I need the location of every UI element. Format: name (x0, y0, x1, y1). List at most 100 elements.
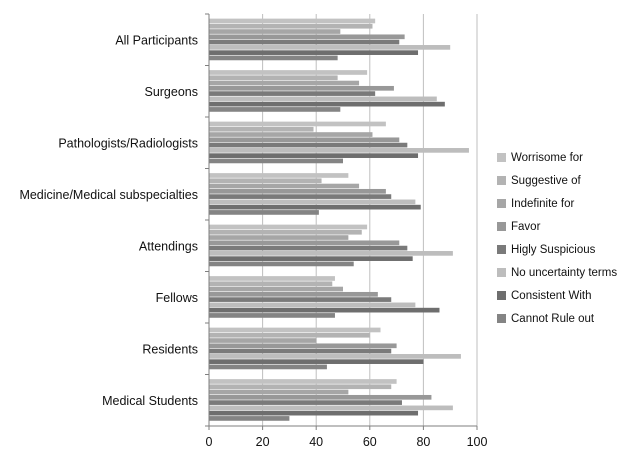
bar (209, 348, 392, 354)
legend-item: No uncertainty terms (497, 261, 617, 284)
bar (209, 297, 392, 302)
bar (209, 240, 400, 246)
bar (209, 210, 319, 215)
bar (209, 126, 314, 132)
x-tick-label: 100 (467, 435, 488, 449)
bar (209, 173, 349, 178)
x-tick-label: 80 (416, 435, 430, 449)
bar (209, 137, 400, 143)
bar (209, 400, 402, 405)
category-label: Medicine/Medical subspecialties (19, 188, 198, 202)
bar (209, 416, 290, 421)
bar (209, 153, 419, 158)
bar (209, 70, 368, 75)
bar (209, 354, 461, 359)
legend-item: Consistent With (497, 284, 617, 307)
bar (209, 183, 360, 189)
bar (209, 204, 421, 210)
legend-item: Suggestive of (497, 169, 617, 192)
bar (209, 394, 432, 400)
bar (209, 55, 338, 61)
bar (209, 199, 416, 205)
bar (209, 45, 451, 50)
legend-label: Favor (511, 220, 541, 233)
bar (209, 29, 341, 34)
bar (209, 188, 386, 194)
legend-label: Consistent With (511, 289, 592, 302)
bar (209, 132, 373, 137)
legend: Worrisome for Suggestive of Indefinite for… (497, 146, 617, 330)
legend-swatch (497, 176, 506, 185)
bar (209, 224, 368, 230)
legend-item: Indefinite for (497, 192, 617, 215)
bar (209, 276, 335, 281)
legend-label: Cannot Rule out (511, 312, 595, 325)
bar (209, 75, 338, 81)
bar (209, 359, 424, 364)
bar (209, 410, 419, 416)
x-tick-label: 20 (256, 435, 270, 449)
category-label: Residents (142, 342, 198, 356)
legend-swatch (497, 199, 506, 208)
bar (209, 91, 376, 96)
legend-swatch (497, 314, 506, 323)
legend-label: Higly Suspicious (511, 243, 596, 256)
bar (209, 148, 469, 153)
bar (209, 23, 373, 29)
legend-item: Higly Suspicious (497, 238, 617, 261)
bar (209, 389, 349, 395)
category-label: Medical Students (102, 394, 198, 408)
category-label: Pathologists/Radiologists (58, 136, 198, 150)
x-tick-label: 0 (206, 435, 213, 449)
legend-label: Suggestive of (511, 174, 581, 187)
category-label: All Participants (115, 33, 198, 47)
bar (209, 256, 413, 261)
legend-item: Favor (497, 215, 617, 238)
bar (209, 245, 408, 251)
bar (209, 281, 333, 287)
legend-label: Worrisome for (511, 151, 583, 164)
legend-label: No uncertainty terms (511, 266, 618, 279)
category-label: Fellows (156, 291, 198, 305)
legend-item: Worrisome for (497, 146, 617, 169)
bar (209, 343, 397, 349)
category-label: Attendings (139, 239, 198, 253)
bar (209, 384, 392, 390)
bar (209, 158, 343, 164)
bar (209, 405, 453, 411)
bar (209, 307, 440, 313)
legend-swatch (497, 291, 506, 300)
bar (209, 194, 392, 199)
legend-swatch (497, 153, 506, 162)
legend-swatch (497, 268, 506, 277)
bar (209, 80, 360, 86)
bar (209, 121, 386, 127)
legend-swatch (497, 245, 506, 254)
bar (209, 50, 419, 55)
bars (209, 18, 469, 421)
bar (209, 302, 416, 308)
x-tick-label: 60 (363, 435, 377, 449)
legend-item: Cannot Rule out (497, 307, 617, 330)
bar (209, 107, 341, 112)
bar (209, 229, 362, 235)
legend-label: Indefinite for (511, 197, 575, 210)
bar (209, 96, 437, 102)
bar (209, 379, 397, 384)
bar (209, 364, 327, 370)
bar (209, 101, 445, 107)
bar (209, 338, 317, 343)
bar (209, 286, 343, 292)
bar (209, 251, 453, 256)
axes (205, 13, 478, 430)
bar (209, 235, 349, 240)
bar (209, 313, 335, 318)
bar (209, 18, 376, 24)
legend-swatch (497, 222, 506, 231)
category-label: Surgeons (144, 85, 198, 99)
bar (209, 142, 408, 148)
bar (209, 34, 405, 40)
bar (209, 327, 381, 333)
bar (209, 261, 354, 267)
